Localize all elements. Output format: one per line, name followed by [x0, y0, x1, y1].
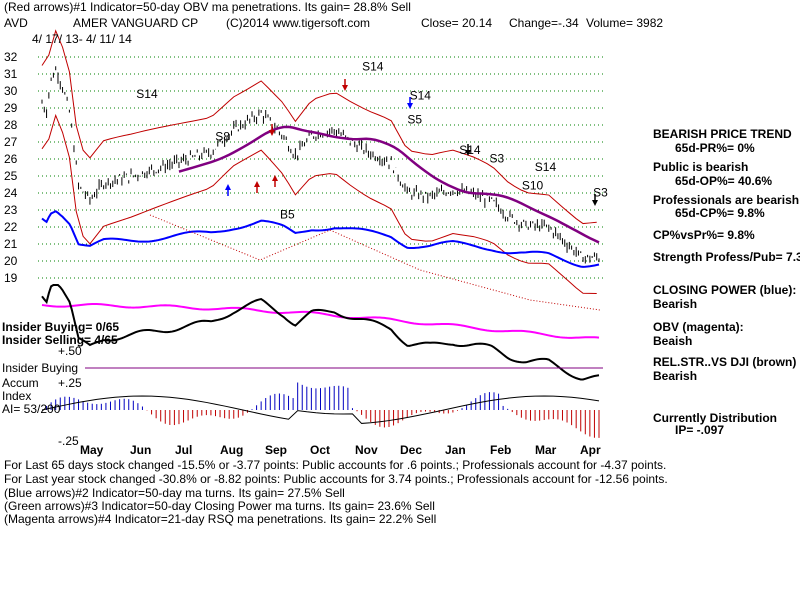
closing-power-title: CLOSING POWER (blue): — [653, 283, 797, 297]
x-tick-label: Sep — [265, 443, 287, 457]
y-tick-label: 31 — [4, 67, 18, 81]
pros-cp: 65d-CP%= 9.8% — [675, 206, 765, 220]
ticker-symbol: AVD — [4, 16, 28, 30]
relstr-title: REL.STR..VS DJI (brown) — [653, 355, 797, 369]
copyright: (C)2014 www.tigersoft.com — [226, 16, 371, 30]
insider-buying-label: Insider Buying — [2, 361, 79, 375]
date-range: 4/ 17/ 13- 4/ 11/ 14 — [32, 32, 132, 46]
x-tick-label: Jun — [130, 443, 151, 457]
closing-power-value: Bearish — [653, 297, 698, 311]
signal-label: S14 — [459, 143, 481, 157]
signal-arrow — [592, 200, 598, 206]
obv-line — [41, 303, 600, 339]
y-tick-label: 21 — [4, 237, 18, 251]
footer-magenta-arrows: (Magenta arrows)#4 Indicator=21-day RSQ … — [4, 512, 437, 526]
relative-strength-line — [41, 284, 600, 381]
signal-label: S14 — [410, 89, 432, 103]
accum-plus25: +.25 — [58, 376, 82, 390]
footer-65day: For Last 65 days stock changed -15.5% or… — [4, 458, 667, 472]
y-tick-label: 23 — [4, 203, 18, 217]
signal-label: S14 — [362, 60, 384, 74]
x-tick-label: Oct — [310, 443, 330, 457]
signal-label: B5 — [280, 208, 295, 222]
x-tick-label: Jan — [445, 443, 466, 457]
signal-arrow — [269, 130, 275, 136]
y-tick-label: 24 — [4, 186, 18, 200]
signal-label: S14 — [535, 160, 557, 174]
public-op: 65d-OP%= 40.6% — [675, 174, 773, 188]
obv-value: Beaish — [653, 334, 693, 348]
x-tick-label: Mar — [535, 443, 557, 457]
signal-label: S14 — [136, 87, 158, 101]
x-tick-label: Feb — [490, 443, 511, 457]
signal-arrow — [342, 85, 348, 91]
footer-year: For Last year stock changed -30.8% or -8… — [4, 472, 668, 486]
signal-label: S5 — [407, 112, 422, 126]
obv-title: OBV (magenta): — [653, 320, 744, 334]
signal-arrow — [465, 150, 471, 156]
public-title: Public is bearish — [653, 160, 749, 174]
y-tick-label: 29 — [4, 101, 18, 115]
header-red-arrows-line: (Red arrows)#1 Indicator=50-day OBV ma p… — [4, 0, 411, 14]
x-tick-label: May — [80, 443, 104, 457]
accum-ma-line — [41, 395, 600, 424]
x-tick-label: Jul — [175, 443, 192, 457]
trend-title: BEARISH PRICE TREND — [653, 127, 792, 141]
strength-ratio: Strength Profess/Pub= 7.3 — [653, 250, 800, 264]
x-tick-label: Aug — [220, 443, 243, 457]
y-tick-label: 25 — [4, 169, 18, 183]
insider-buying-count: Insider Buying= 0/65 — [2, 320, 120, 334]
distribution-ip: IP= -.097 — [675, 423, 725, 437]
trend-pr: 65d-PR%= 0% — [675, 141, 755, 155]
index-label: Index — [2, 389, 32, 403]
relstr-value: Bearish — [653, 369, 698, 383]
volume: Volume= 3982 — [586, 16, 664, 30]
moving-average-line — [178, 125, 600, 244]
close-price: Close= 20.14 — [421, 16, 493, 30]
ai-value: AI= 53/200 — [2, 402, 61, 416]
y-tick-label: 27 — [4, 135, 18, 149]
y-tick-label: 28 — [4, 118, 18, 132]
footer-blue-arrows: (Blue arrows)#2 Indicator=50-day ma turn… — [4, 486, 345, 500]
cp-vs-pr: CP%vsPr%= 9.8% — [653, 228, 755, 242]
y-tick-label: 19 — [4, 271, 18, 285]
signal-arrow — [254, 181, 260, 187]
distribution-title: Currently Distribution — [653, 411, 778, 425]
accum-label: Accum — [2, 376, 39, 390]
footer-green-arrows: (Green arrows)#3 Indicator=50-day Closin… — [4, 499, 435, 513]
x-tick-label: Apr — [580, 443, 601, 457]
y-tick-label: 32 — [4, 50, 18, 64]
pros-title: Professionals are bearish — [653, 193, 800, 207]
signal-arrow — [407, 103, 413, 109]
trend-dotted-line — [149, 214, 601, 311]
y-tick-label: 20 — [4, 254, 18, 268]
signal-label: S3 — [593, 185, 608, 199]
company-name: AMER VANGUARD CP — [73, 16, 199, 30]
y-tick-label: 22 — [4, 220, 18, 234]
x-tick-label: Nov — [355, 443, 378, 457]
x-tick-label: Dec — [400, 443, 422, 457]
signal-arrow — [272, 175, 278, 181]
signal-label: S3 — [489, 151, 504, 165]
accum-minus25: -.25 — [58, 434, 79, 448]
signal-label: S8 — [215, 129, 230, 143]
signal-arrow — [225, 184, 231, 190]
upper-band — [41, 29, 597, 225]
signal-label: S10 — [522, 179, 544, 193]
closing-power-line — [41, 210, 600, 268]
y-tick-label: 30 — [4, 84, 18, 98]
accum-plus50: +.50 — [58, 344, 82, 358]
insider-selling-count: Insider Selling= 4/65 — [2, 333, 118, 347]
y-tick-label: 26 — [4, 152, 18, 166]
lower-band — [41, 113, 597, 295]
price-change: Change=-.34 — [509, 16, 579, 30]
